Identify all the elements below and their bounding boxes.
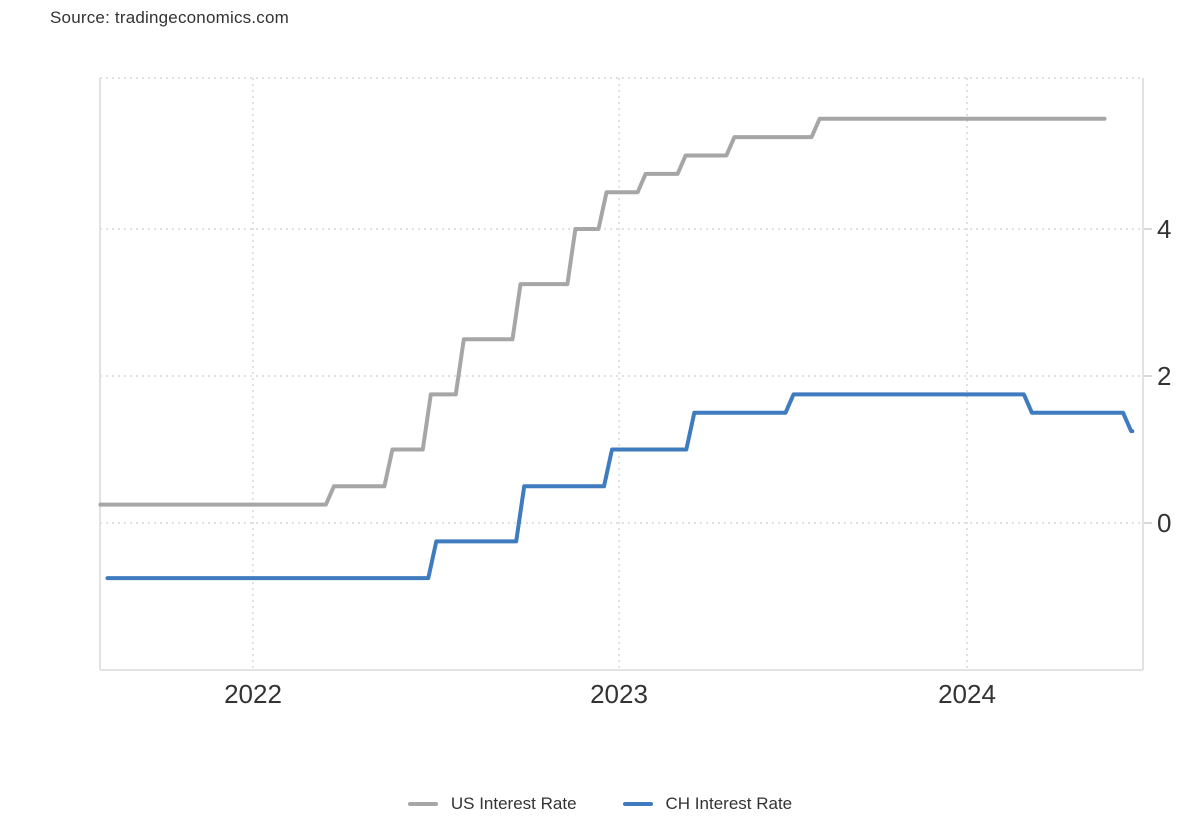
legend-item-ch-interest-rate[interactable]: CH Interest Rate xyxy=(622,794,793,814)
legend-label: US Interest Rate xyxy=(450,794,577,813)
series-line-ch[interactable] xyxy=(105,392,1135,581)
chart-plot-area[interactable]: 2022 2023 2024 4 2 0 xyxy=(0,0,1200,740)
us-series-swatch-icon xyxy=(407,802,438,806)
x-tick-label: 2022 xyxy=(224,679,282,709)
y-tick-label: 4 xyxy=(1157,214,1171,244)
chart-legend: US Interest Rate CH Interest Rate xyxy=(0,788,1200,820)
source-attribution: Source: tradingeconomics.com xyxy=(50,8,289,27)
legend-item-us-interest-rate[interactable]: US Interest Rate xyxy=(407,794,577,814)
interest-rate-chart: 2022 2023 2024 4 2 0 xyxy=(0,0,1200,740)
x-tick-label: 2024 xyxy=(938,679,996,709)
x-tick-label: 2023 xyxy=(590,679,648,709)
legend-label: CH Interest Rate xyxy=(665,794,793,813)
y-tick-label: 0 xyxy=(1157,508,1171,538)
series-line-us[interactable] xyxy=(98,116,1107,507)
y-tick-label: 2 xyxy=(1157,361,1171,391)
ch-series-swatch-icon xyxy=(622,802,653,806)
